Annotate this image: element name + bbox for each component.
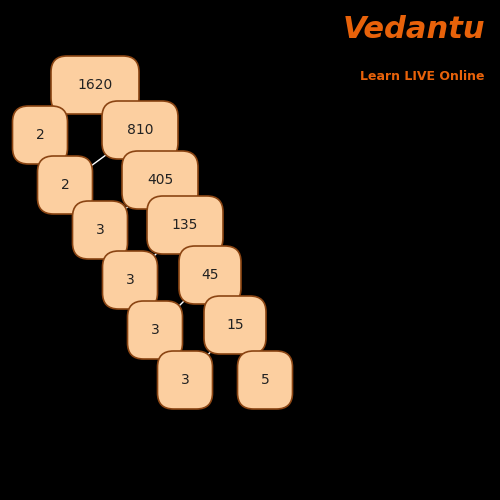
Text: 2: 2 xyxy=(60,178,70,192)
FancyBboxPatch shape xyxy=(38,156,92,214)
Text: 3: 3 xyxy=(150,323,160,337)
Text: Learn LIVE Online: Learn LIVE Online xyxy=(360,70,485,83)
FancyBboxPatch shape xyxy=(238,351,292,409)
Text: 2: 2 xyxy=(36,128,44,142)
FancyBboxPatch shape xyxy=(128,301,182,359)
FancyBboxPatch shape xyxy=(179,246,241,304)
FancyBboxPatch shape xyxy=(204,296,266,354)
Text: 15: 15 xyxy=(226,318,244,332)
Text: 135: 135 xyxy=(172,218,198,232)
FancyBboxPatch shape xyxy=(158,351,212,409)
FancyBboxPatch shape xyxy=(72,201,128,259)
Text: 3: 3 xyxy=(96,223,104,237)
Text: 810: 810 xyxy=(127,123,153,137)
Text: 3: 3 xyxy=(180,373,190,387)
Text: 5: 5 xyxy=(260,373,270,387)
FancyBboxPatch shape xyxy=(102,251,158,309)
Text: Vedantu: Vedantu xyxy=(342,15,485,44)
Text: 405: 405 xyxy=(147,173,173,187)
FancyBboxPatch shape xyxy=(147,196,223,254)
FancyBboxPatch shape xyxy=(122,151,198,209)
Text: 45: 45 xyxy=(201,268,219,282)
FancyBboxPatch shape xyxy=(51,56,139,114)
Text: 1620: 1620 xyxy=(78,78,112,92)
FancyBboxPatch shape xyxy=(102,101,178,159)
FancyBboxPatch shape xyxy=(12,106,68,164)
Text: 3: 3 xyxy=(126,273,134,287)
